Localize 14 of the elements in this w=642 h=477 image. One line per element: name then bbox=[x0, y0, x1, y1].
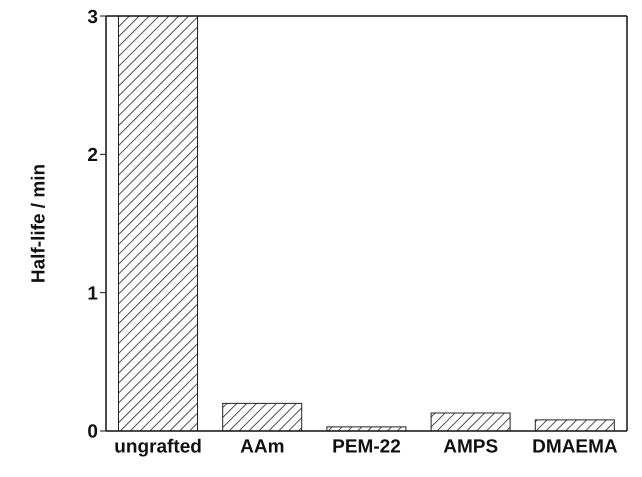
x-tick-label: DMAEMA bbox=[532, 436, 618, 458]
x-tick-label: PEM-22 bbox=[332, 436, 401, 458]
bar bbox=[222, 402, 302, 431]
bar bbox=[534, 419, 615, 431]
x-tick-label: ungrafted bbox=[114, 436, 202, 458]
y-tick-label: 3 bbox=[87, 6, 98, 28]
x-tick-label: AAm bbox=[240, 436, 284, 458]
y-axis-title: Half-life / min bbox=[28, 164, 50, 284]
y-tick-label: 2 bbox=[87, 145, 98, 166]
bar bbox=[430, 412, 511, 431]
x-tick-label: AMPS bbox=[443, 436, 498, 458]
y-tick-label: 1 bbox=[87, 283, 98, 304]
y-tick-label: 0 bbox=[87, 422, 98, 443]
bar bbox=[118, 16, 198, 431]
